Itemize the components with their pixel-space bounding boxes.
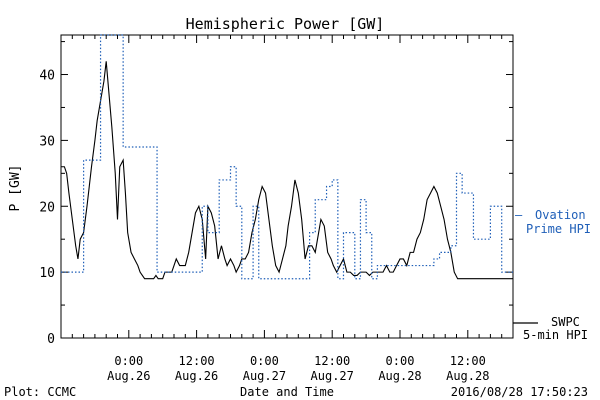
legend-swpc-line1: SWPC: [551, 315, 580, 329]
chart-title: Hemispheric Power [GW]: [186, 15, 385, 33]
x-tick-time-label: 0:00: [386, 354, 415, 368]
y-axis-label: P [GW]: [8, 165, 23, 212]
x-tick-time-label: 12:00: [450, 354, 486, 368]
legend-ovation-line2: Prime HPI: [526, 222, 591, 236]
legend-ovation-dash: –: [515, 208, 523, 222]
x-tick-date-label: Aug.28: [446, 369, 489, 383]
x-axis: 0:00Aug.2612:00Aug.260:00Aug.2712:00Aug.…: [60, 35, 514, 383]
x-tick-date-label: Aug.27: [243, 369, 286, 383]
footer-timestamp: 2016/08/28 17:50:23: [451, 385, 588, 399]
x-tick-date-label: Aug.26: [175, 369, 218, 383]
series-layer: [61, 34, 513, 280]
legend-ovation-line1: Ovation: [535, 208, 586, 222]
x-tick-date-label: Aug.28: [378, 369, 421, 383]
x-tick-time-label: 0:00: [250, 354, 279, 368]
plot-frame: [60, 34, 514, 339]
legend: – Ovation Prime HPI SWPC 5-min HPI: [513, 208, 591, 342]
x-tick-date-label: Aug.27: [311, 369, 354, 383]
x-tick-time-label: 0:00: [114, 354, 143, 368]
y-tick-label: 20: [39, 200, 55, 215]
legend-swpc-line2: 5-min HPI: [523, 328, 588, 342]
x-tick-time-label: 12:00: [314, 354, 350, 368]
footer-left: Plot: CCMC: [4, 385, 76, 399]
y-axis: 0 10 20 30 40: [39, 41, 513, 347]
x-tick-time-label: 12:00: [179, 354, 215, 368]
y-tick-label: 0: [47, 332, 55, 347]
y-tick-label: 10: [39, 266, 55, 281]
y-tick-label: 40: [39, 69, 55, 84]
series-ovation-prime-line: [61, 34, 513, 280]
series-swpc-line: [61, 61, 513, 280]
y-tick-label: 30: [39, 134, 55, 149]
x-tick-date-label: Aug.26: [107, 369, 150, 383]
x-axis-label: Date and Time: [240, 385, 334, 399]
